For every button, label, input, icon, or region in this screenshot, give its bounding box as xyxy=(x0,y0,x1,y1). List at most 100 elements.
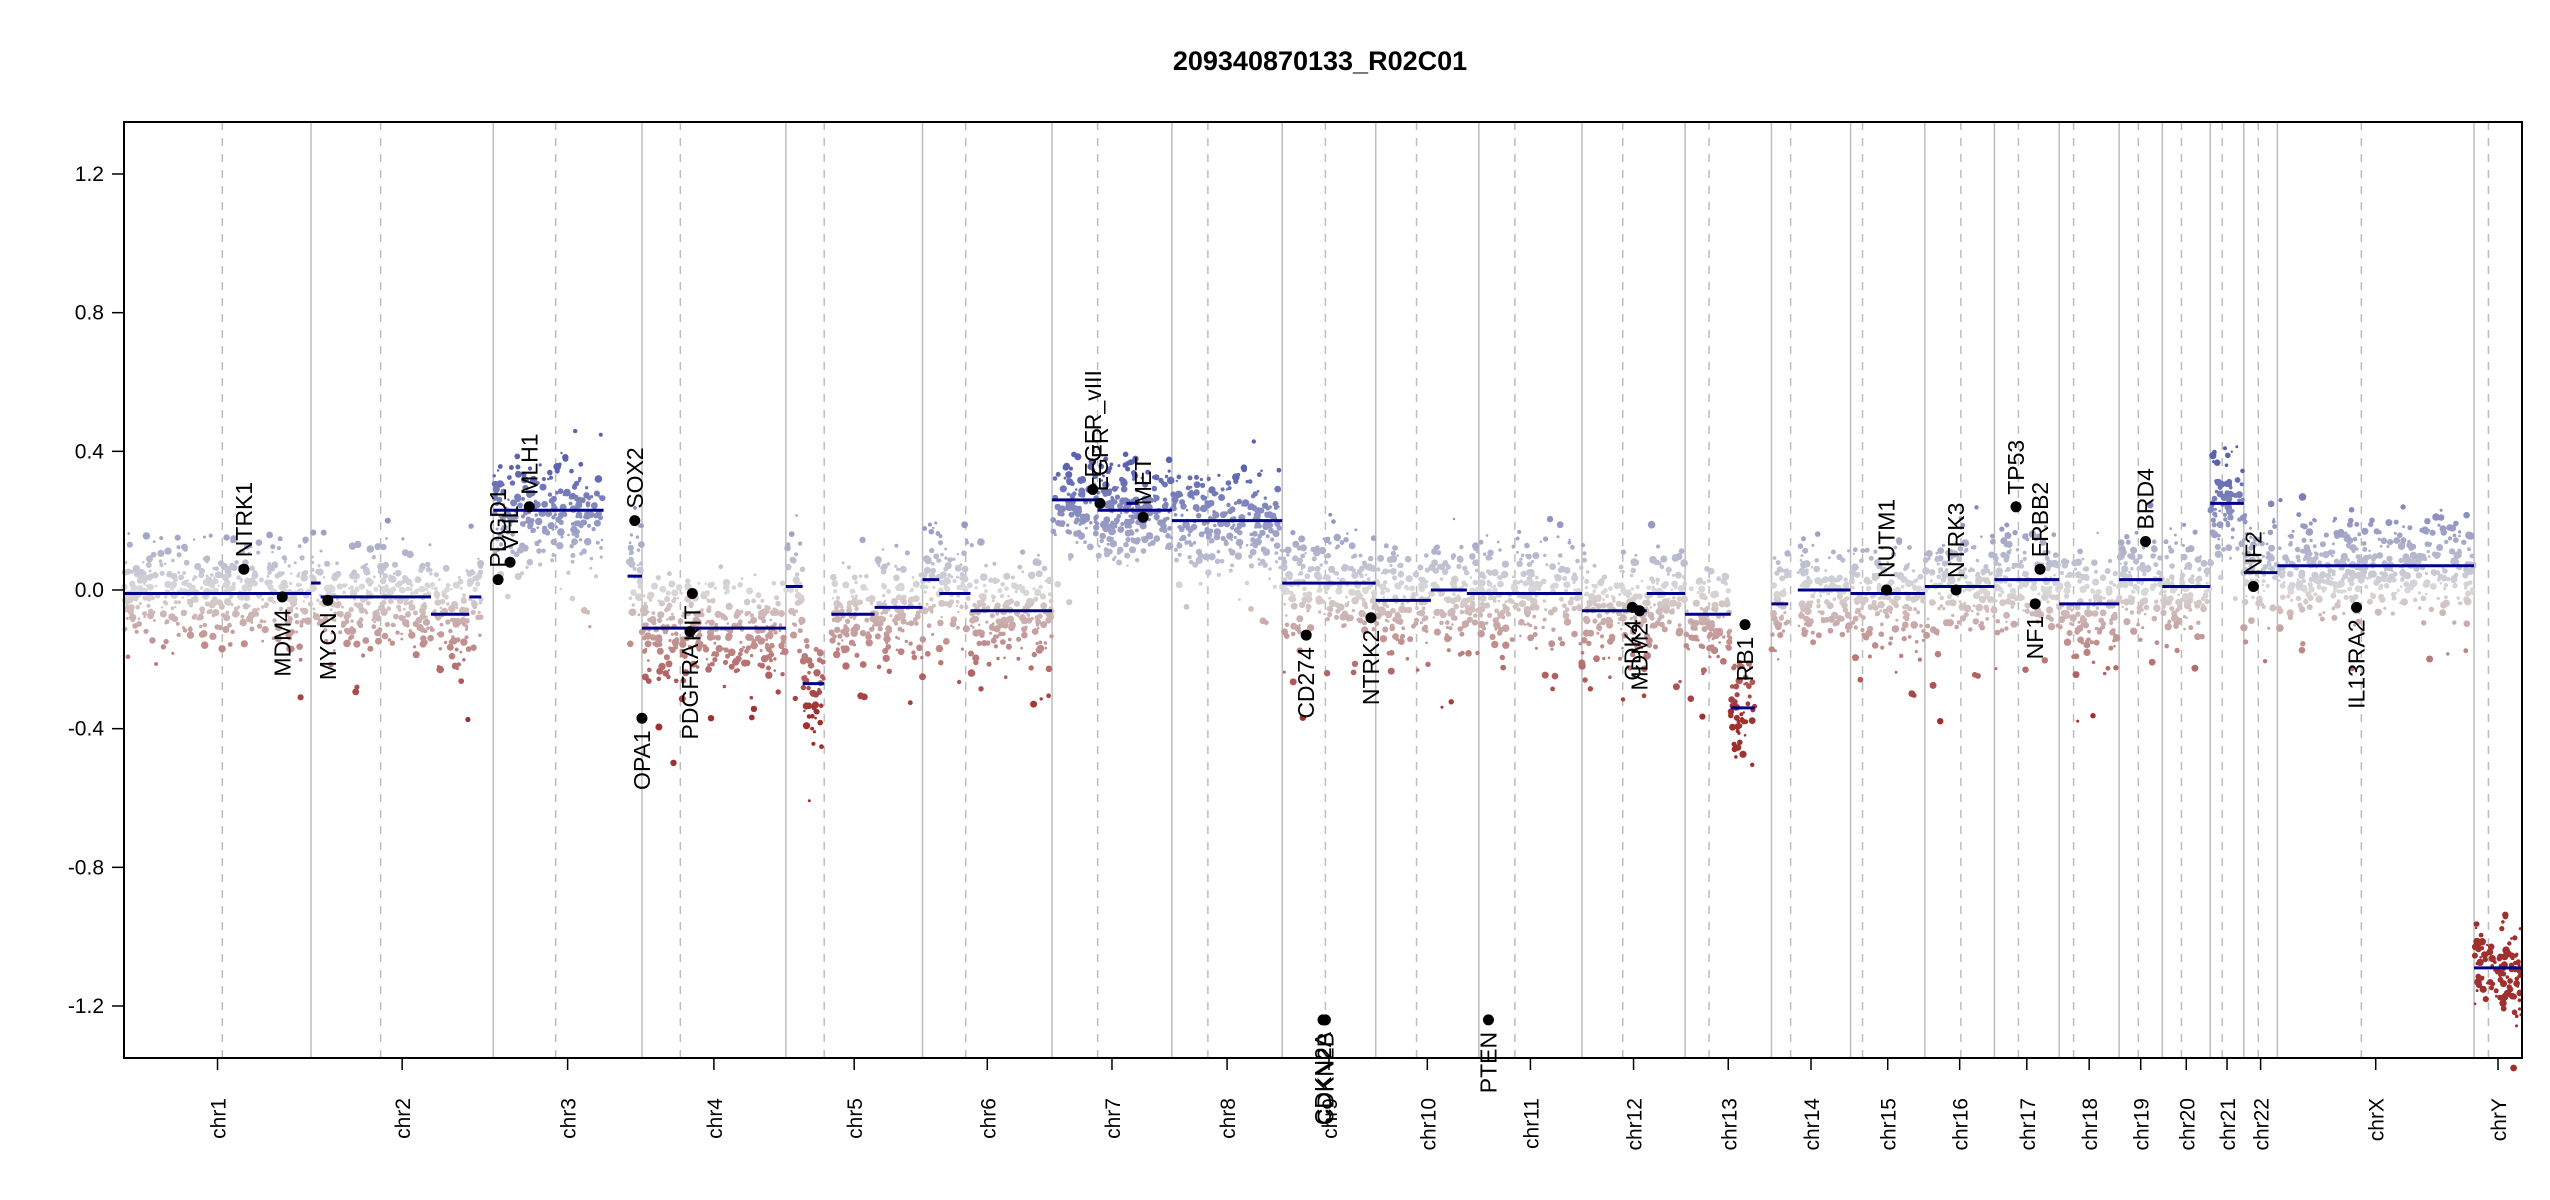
probe-point xyxy=(492,474,496,478)
probe-point xyxy=(1164,474,1169,479)
probe-point xyxy=(1781,629,1786,633)
probe-point xyxy=(2190,574,2195,578)
probe-point xyxy=(1209,539,1213,544)
probe-point xyxy=(1239,500,1242,504)
probe-point xyxy=(1020,616,1029,625)
probe-point xyxy=(1699,713,1706,720)
probe-point xyxy=(1116,514,1122,519)
probe-point xyxy=(1734,755,1738,759)
probe-point xyxy=(1611,594,1614,598)
probe-point xyxy=(760,598,765,603)
probe-point xyxy=(551,515,556,520)
probe-point xyxy=(1951,613,1955,618)
probe-point xyxy=(218,645,226,653)
probe-point xyxy=(1845,625,1849,630)
probe-point xyxy=(236,575,241,580)
probe-point xyxy=(302,600,305,603)
probe-point xyxy=(2164,643,2169,649)
probe-point xyxy=(838,617,843,622)
probe-point xyxy=(1655,582,1659,585)
probe-point xyxy=(452,620,460,628)
probe-point xyxy=(1901,636,1907,642)
probe-point xyxy=(181,596,184,599)
probe-point xyxy=(357,622,364,629)
probe-point xyxy=(1346,532,1349,535)
probe-point xyxy=(2437,577,2441,582)
probe-point xyxy=(1629,573,1634,578)
probe-point xyxy=(1127,459,1134,466)
probe-point xyxy=(2187,592,2194,599)
probe-point xyxy=(1602,598,1605,601)
probe-point xyxy=(2124,607,2129,611)
probe-point xyxy=(1066,478,1074,486)
probe-point xyxy=(1274,520,1281,528)
probe-point xyxy=(203,535,206,539)
probe-point xyxy=(1305,595,1313,603)
probe-point xyxy=(1677,585,1685,592)
probe-point xyxy=(249,577,256,583)
probe-point xyxy=(919,673,926,681)
probe-point xyxy=(684,582,692,591)
probe-point xyxy=(731,585,737,590)
probe-point xyxy=(2136,622,2141,627)
probe-point xyxy=(1810,630,1815,635)
probe-point xyxy=(1840,557,1846,563)
probe-point xyxy=(1040,621,1048,629)
probe-point xyxy=(1021,631,1028,639)
probe-point xyxy=(495,527,499,531)
probe-point xyxy=(171,558,175,563)
probe-point xyxy=(1548,640,1556,648)
probe-point xyxy=(779,580,786,587)
probe-point xyxy=(187,633,191,637)
probe-point xyxy=(1331,519,1336,524)
probe-point xyxy=(813,646,819,652)
probe-point xyxy=(766,665,771,671)
probe-point xyxy=(1438,592,1444,597)
probe-point xyxy=(2203,589,2209,595)
probe-point xyxy=(709,629,714,634)
probe-point xyxy=(831,617,836,622)
probe-point xyxy=(439,598,446,605)
probe-point xyxy=(973,578,979,584)
probe-point xyxy=(1981,572,1985,576)
probe-point xyxy=(2051,563,2056,568)
probe-point xyxy=(1526,561,1533,568)
probe-point xyxy=(1149,497,1155,503)
probe-point xyxy=(1298,535,1306,543)
probe-point xyxy=(1958,603,1966,611)
probe-point xyxy=(150,551,157,558)
probe-point xyxy=(1130,519,1135,524)
probe-point xyxy=(949,620,957,628)
probe-point xyxy=(2092,593,2101,601)
probe-point xyxy=(405,611,411,618)
probe-point xyxy=(728,648,736,657)
probe-point xyxy=(1078,487,1086,495)
probe-point xyxy=(446,602,450,606)
probe-point xyxy=(2160,599,2168,606)
probe-point xyxy=(792,576,800,584)
probe-point xyxy=(1494,627,1498,631)
probe-point xyxy=(747,620,752,624)
probe-point xyxy=(896,594,902,601)
probe-point xyxy=(2263,589,2266,593)
probe-point xyxy=(133,596,139,602)
probe-point xyxy=(1179,537,1183,542)
probe-point xyxy=(651,582,658,590)
probe-point xyxy=(538,562,543,567)
probe-point xyxy=(517,502,523,509)
probe-point xyxy=(876,621,882,627)
probe-point xyxy=(2099,574,2107,582)
probe-point xyxy=(1841,602,1848,609)
probe-point xyxy=(1582,677,1588,683)
probe-point xyxy=(354,573,359,578)
probe-point xyxy=(1350,669,1357,676)
probe-point xyxy=(1894,670,1898,674)
probe-point xyxy=(2171,578,2174,582)
probe-point xyxy=(1063,476,1067,480)
probe-point xyxy=(2121,605,2124,609)
probe-point xyxy=(1185,485,1191,491)
probe-point xyxy=(927,522,932,527)
probe-point xyxy=(1114,494,1121,500)
probe-point xyxy=(570,522,575,526)
probe-point xyxy=(1994,629,2001,636)
